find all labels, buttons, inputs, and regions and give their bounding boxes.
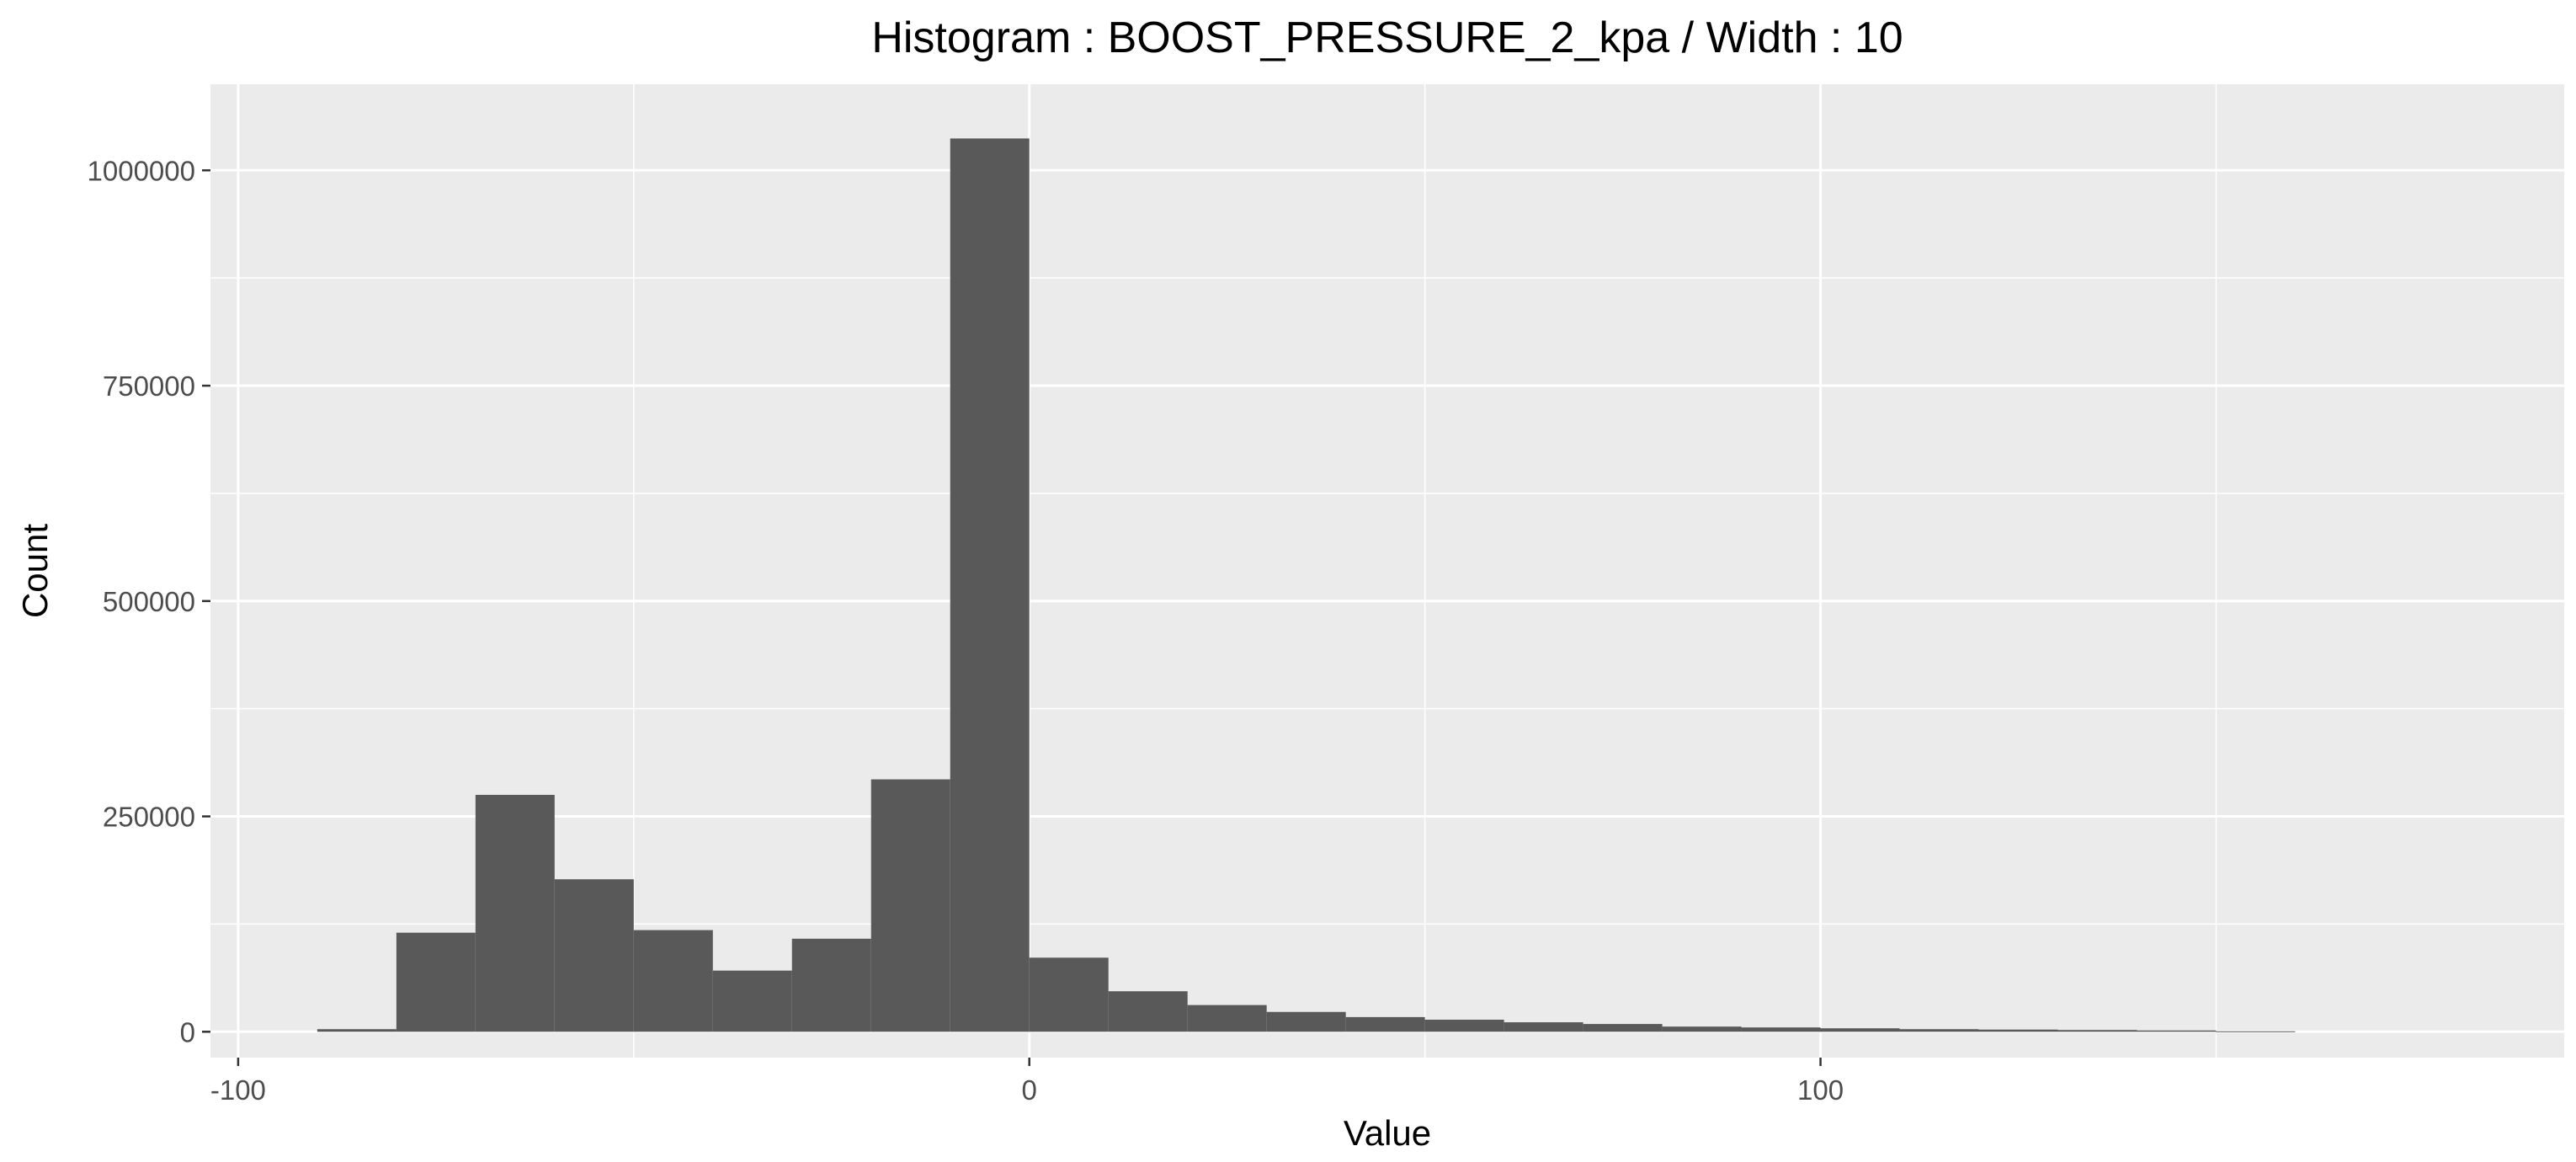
- y-tick-label: 1000000: [88, 155, 195, 186]
- minor-gridlines: [210, 84, 2564, 1058]
- histogram-bar: [791, 938, 871, 1032]
- histogram-bar: [554, 879, 634, 1032]
- histogram-bar: [475, 794, 555, 1032]
- y-axis-tick-labels: 0 250000 500000 750000 1000000: [88, 155, 195, 1047]
- x-axis-title: Value: [1344, 1113, 1431, 1153]
- histogram-bar: [633, 930, 713, 1032]
- histogram-bar: [712, 970, 792, 1032]
- histogram-bar: [1741, 1027, 1821, 1032]
- y-tick-label: 0: [180, 1016, 195, 1047]
- histogram-bars: [317, 138, 2296, 1032]
- histogram-bar: [396, 932, 476, 1032]
- x-tick-label: 0: [1022, 1074, 1037, 1106]
- histogram-bar: [870, 779, 950, 1032]
- histogram-bar: [317, 1029, 397, 1032]
- y-tick-label: 250000: [103, 802, 195, 833]
- histogram-bar: [2057, 1030, 2137, 1032]
- histogram-bar: [1662, 1026, 1742, 1032]
- y-tick-label: 500000: [103, 586, 195, 617]
- histogram-bar: [1899, 1029, 1979, 1032]
- histogram-bar: [1108, 991, 1188, 1032]
- histogram-bar: [2216, 1031, 2296, 1032]
- x-axis-tick-labels: -100 0 100: [210, 1074, 1844, 1106]
- histogram-bar: [1266, 1011, 1346, 1032]
- histogram-bar: [950, 138, 1030, 1032]
- histogram-bar: [1029, 957, 1109, 1032]
- y-axis-title: Count: [15, 524, 55, 618]
- x-tick-label: -100: [210, 1074, 266, 1106]
- histogram-bar: [1820, 1028, 1900, 1032]
- histogram-bar: [2137, 1030, 2217, 1032]
- axis-ticks: [202, 169, 1822, 1066]
- histogram-bar: [1504, 1022, 1583, 1032]
- x-tick-label: 100: [1797, 1074, 1844, 1106]
- chart-title: Histogram : BOOST_PRESSURE_2_kpa / Width…: [871, 13, 1903, 62]
- y-tick-label: 750000: [103, 370, 195, 402]
- histogram-bar: [1424, 1019, 1504, 1032]
- histogram-bar: [1187, 1005, 1267, 1032]
- histogram-bar: [1345, 1016, 1425, 1032]
- histogram-bar: [1978, 1029, 2058, 1032]
- histogram-bar: [1583, 1024, 1663, 1032]
